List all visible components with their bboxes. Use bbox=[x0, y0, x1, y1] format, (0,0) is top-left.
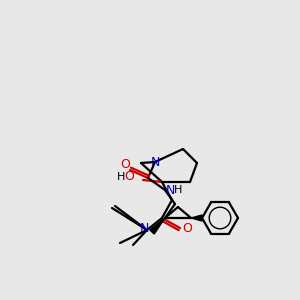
Text: O: O bbox=[124, 170, 134, 184]
Text: H: H bbox=[174, 185, 182, 195]
Text: N: N bbox=[165, 184, 175, 196]
Polygon shape bbox=[191, 215, 202, 221]
Text: O: O bbox=[182, 221, 192, 235]
Text: O: O bbox=[120, 158, 130, 172]
Text: H: H bbox=[117, 172, 125, 182]
Text: N: N bbox=[150, 155, 160, 169]
Polygon shape bbox=[150, 218, 165, 234]
Text: N: N bbox=[139, 223, 149, 236]
